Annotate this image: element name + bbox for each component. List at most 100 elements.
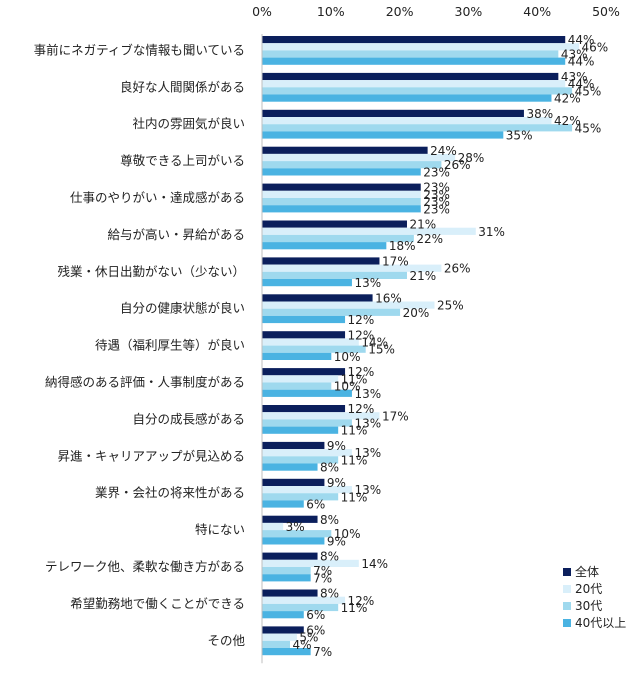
category-label: 自分の成長感がある [132, 411, 245, 426]
legend: 全体 20代 30代 40代以上 [563, 564, 626, 630]
data-label: 4% [293, 638, 312, 652]
bar [262, 559, 359, 567]
data-label: 7% [313, 571, 332, 585]
data-label: 35% [506, 129, 533, 143]
bar [262, 109, 524, 117]
data-label: 12% [348, 365, 375, 379]
bar [262, 611, 304, 619]
data-label: 45% [575, 84, 602, 98]
data-label: 23% [423, 202, 450, 216]
x-axis-ticks: 0% 10% 20% 30% 40% 50% [252, 4, 620, 19]
bar [262, 382, 332, 390]
bar [262, 131, 504, 139]
data-label: 11% [341, 453, 368, 467]
data-label: 23% [423, 181, 450, 195]
bar [262, 405, 346, 413]
category-label: 事前にネガティブな情報も聞いている [34, 42, 245, 57]
data-label: 11% [341, 601, 368, 615]
data-label: 18% [389, 239, 416, 253]
x-tick-label: 30% [455, 4, 483, 19]
data-label: 11% [341, 372, 368, 386]
category-label: 良好な人間関係がある [120, 79, 245, 94]
bar [262, 478, 325, 486]
data-label: 13% [354, 483, 381, 497]
data-label: 43% [561, 48, 588, 62]
data-label: 9% [327, 476, 346, 490]
data-label: 12% [348, 328, 375, 342]
data-label: 24% [430, 144, 457, 158]
data-label: 44% [568, 33, 595, 47]
category-label: 昇進・キャリアアップが見込める [57, 448, 245, 463]
data-label: 23% [423, 188, 450, 202]
data-label: 12% [348, 313, 375, 327]
bar [262, 493, 339, 501]
bar [262, 522, 284, 531]
data-label: 10% [334, 527, 361, 541]
bar [262, 80, 566, 88]
bar [262, 72, 559, 81]
bar [262, 50, 559, 58]
data-label: 11% [341, 424, 368, 438]
data-label: 13% [354, 387, 381, 401]
category-label: 特にない [195, 522, 245, 537]
data-label: 13% [354, 417, 381, 431]
bar [262, 220, 407, 228]
bar [262, 43, 579, 51]
bar [262, 264, 442, 272]
bar [262, 640, 291, 648]
data-label: 21% [409, 269, 436, 283]
legend-label: 20代 [575, 582, 602, 596]
data-label: 11% [341, 490, 368, 504]
data-label: 31% [478, 225, 505, 239]
bar [262, 294, 373, 302]
data-label: 42% [554, 92, 581, 106]
data-label: 15% [368, 343, 395, 357]
bar [262, 183, 421, 191]
bar [262, 242, 387, 250]
bar [262, 205, 421, 213]
bar [262, 87, 573, 95]
legend-swatch [563, 585, 571, 593]
bars [261, 34, 579, 664]
data-label: 8% [320, 461, 339, 475]
bar [262, 352, 332, 360]
bar [262, 153, 456, 162]
bar [262, 426, 339, 434]
bar [262, 419, 352, 427]
x-tick-label: 0% [252, 4, 272, 19]
category-label: テレワーク他、柔軟な働き方がある [45, 559, 245, 574]
data-label: 3% [286, 520, 305, 534]
data-label: 46% [581, 40, 608, 54]
data-label: 13% [354, 276, 381, 290]
x-tick-label: 20% [386, 4, 414, 19]
data-label: 26% [444, 262, 471, 276]
bar [262, 308, 401, 316]
bar [262, 168, 421, 176]
data-label: 10% [334, 380, 361, 394]
bar [262, 589, 318, 597]
legend-label: 全体 [575, 564, 599, 579]
data-label: 17% [382, 409, 409, 423]
category-label: 待遇（福利厚生等）が良い [95, 338, 245, 353]
bar [262, 338, 359, 346]
value-labels: 44%43%38%24%23%21%17%16%12%12%12%9%9%8%8… [286, 33, 609, 659]
bar [262, 301, 435, 309]
bar [262, 389, 352, 397]
bar [262, 190, 421, 198]
bar [262, 315, 346, 324]
data-label: 45% [575, 121, 602, 135]
bar [262, 234, 414, 243]
data-label: 21% [409, 218, 436, 232]
x-tick-label: 10% [317, 4, 345, 19]
category-label: 仕事のやりがい・達成感がある [70, 190, 245, 205]
bar [262, 271, 407, 279]
data-label: 12% [348, 594, 375, 608]
legend-label: 40代以上 [575, 616, 626, 630]
data-label: 14% [361, 336, 388, 350]
data-label: 43% [561, 70, 588, 84]
legend-label: 30代 [575, 599, 602, 613]
x-tick-label: 50% [592, 4, 620, 19]
bar [262, 567, 311, 575]
data-label: 7% [313, 645, 332, 659]
bar [262, 146, 428, 154]
